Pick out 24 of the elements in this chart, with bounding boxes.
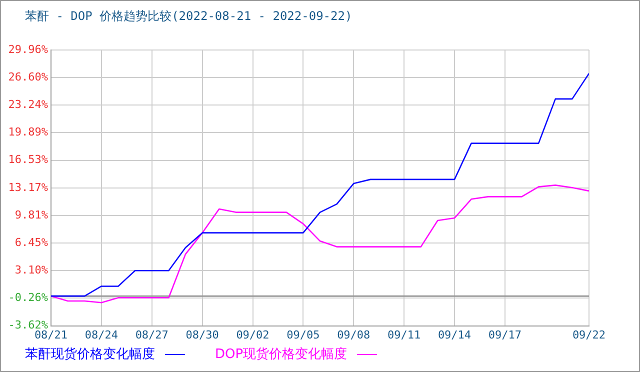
legend-label: DOP现货价格变化幅度 (215, 346, 348, 363)
x-tick-label: 08/24 (84, 328, 118, 342)
x-tick-label: 09/02 (236, 328, 270, 342)
x-tick-label: 08/30 (186, 328, 219, 342)
x-tick-label: 09/17 (488, 328, 522, 342)
y-tick-label: 29.96% (8, 42, 48, 56)
y-tick-label: 6.45% (14, 236, 48, 249)
y-tick-label: 19.89% (8, 126, 48, 139)
x-tick-label: 08/27 (135, 328, 168, 342)
y-tick-label: 26.60% (8, 70, 48, 84)
y-tick-label: 9.81% (14, 208, 48, 222)
x-tick-label: 09/11 (388, 328, 421, 342)
x-tick-label: 09/14 (438, 328, 472, 342)
legend-label: 苯酐现货价格变化幅度 (25, 346, 155, 363)
chart-title: 苯酐 - DOP 价格趋势比较(2022-08-21 - 2022-09-22) (24, 8, 354, 25)
y-tick-label: 3.10% (14, 263, 48, 276)
y-tick-label: 13.17% (8, 180, 48, 194)
y-tick-label: -0.26% (8, 291, 48, 304)
y-tick-label: 16.53% (8, 153, 48, 166)
x-tick-label: 08/21 (34, 328, 68, 342)
x-tick-label: 09/08 (337, 328, 370, 342)
y-tick-label: 23.24% (8, 98, 48, 112)
x-tick-label: 09/05 (286, 328, 320, 342)
x-tick-label: 09/22 (572, 328, 606, 342)
